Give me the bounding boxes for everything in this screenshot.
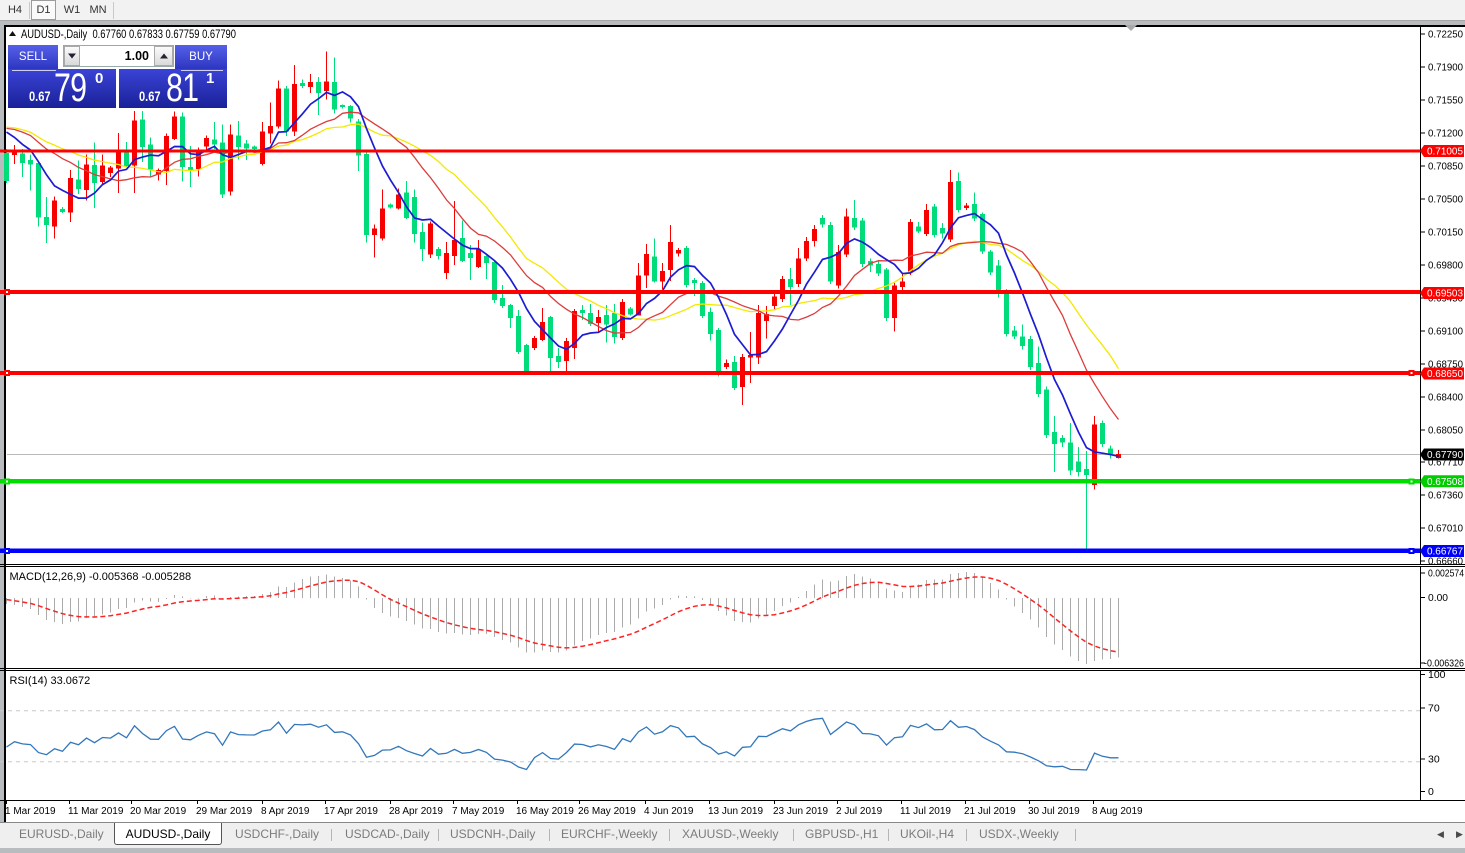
svg-text:30 Jul 2019: 30 Jul 2019 bbox=[1028, 806, 1080, 817]
svg-text:AUDUSD-,Daily 0.67760 0.67833: AUDUSD-,Daily 0.67760 0.67833 0.67759 0.… bbox=[21, 27, 236, 41]
svg-text:0.70150: 0.70150 bbox=[1428, 227, 1463, 239]
svg-text:0.71550: 0.71550 bbox=[1428, 95, 1463, 107]
svg-text:RSI(14) 33.0672: RSI(14) 33.0672 bbox=[10, 675, 91, 687]
svg-text:8 Apr 2019: 8 Apr 2019 bbox=[261, 806, 310, 817]
svg-text:13 Jun 2019: 13 Jun 2019 bbox=[708, 806, 763, 817]
svg-text:0.66767: 0.66767 bbox=[1427, 546, 1463, 558]
svg-text:0.67010: 0.67010 bbox=[1428, 523, 1463, 535]
svg-text:MACD(12,26,9) -0.005368 -0.005: MACD(12,26,9) -0.005368 -0.005288 bbox=[10, 571, 192, 583]
svg-text:-0.006326: -0.006326 bbox=[1424, 658, 1464, 670]
svg-text:1 Mar 2019: 1 Mar 2019 bbox=[5, 806, 56, 817]
svg-text:0.67360: 0.67360 bbox=[1428, 490, 1463, 502]
svg-text:70: 70 bbox=[1428, 703, 1440, 715]
svg-text:0.68400: 0.68400 bbox=[1428, 392, 1463, 404]
svg-text:26 May 2019: 26 May 2019 bbox=[578, 806, 636, 817]
svg-text:0.68050: 0.68050 bbox=[1428, 425, 1463, 437]
svg-text:100: 100 bbox=[1428, 669, 1446, 681]
svg-text:29 Mar 2019: 29 Mar 2019 bbox=[196, 806, 253, 817]
svg-text:0.00: 0.00 bbox=[1428, 592, 1448, 604]
svg-text:17 Apr 2019: 17 Apr 2019 bbox=[324, 806, 378, 817]
svg-text:16 May 2019: 16 May 2019 bbox=[516, 806, 574, 817]
svg-text:0.69800: 0.69800 bbox=[1428, 260, 1463, 272]
svg-text:0.67508: 0.67508 bbox=[1427, 476, 1463, 488]
svg-text:11 Mar 2019: 11 Mar 2019 bbox=[68, 806, 124, 817]
svg-text:0.69100: 0.69100 bbox=[1428, 326, 1463, 338]
svg-text:0: 0 bbox=[1428, 786, 1434, 798]
svg-text:20 Mar 2019: 20 Mar 2019 bbox=[130, 806, 187, 817]
svg-text:0.66660: 0.66660 bbox=[1428, 556, 1463, 568]
svg-text:30: 30 bbox=[1428, 754, 1440, 766]
svg-text:11 Jul 2019: 11 Jul 2019 bbox=[900, 806, 951, 817]
svg-text:0.71900: 0.71900 bbox=[1428, 62, 1463, 74]
svg-text:0.71005: 0.71005 bbox=[1427, 146, 1463, 158]
svg-text:0.72250: 0.72250 bbox=[1428, 29, 1463, 41]
svg-text:4 Jun 2019: 4 Jun 2019 bbox=[644, 806, 694, 817]
svg-text:0.70500: 0.70500 bbox=[1428, 194, 1463, 206]
svg-text:2 Jul 2019: 2 Jul 2019 bbox=[836, 806, 883, 817]
svg-text:0.68650: 0.68650 bbox=[1427, 368, 1463, 380]
svg-text:7 May 2019: 7 May 2019 bbox=[452, 806, 505, 817]
svg-text:21 Jul 2019: 21 Jul 2019 bbox=[964, 806, 1016, 817]
svg-text:0.69503: 0.69503 bbox=[1427, 288, 1463, 300]
svg-text:8 Aug 2019: 8 Aug 2019 bbox=[1092, 806, 1143, 817]
svg-text:28 Apr 2019: 28 Apr 2019 bbox=[389, 806, 443, 817]
svg-text:0.71200: 0.71200 bbox=[1428, 128, 1463, 140]
svg-text:23 Jun 2019: 23 Jun 2019 bbox=[773, 806, 828, 817]
svg-text:0.67790: 0.67790 bbox=[1427, 449, 1463, 461]
svg-text:0.002574: 0.002574 bbox=[1428, 568, 1464, 580]
svg-text:0.70850: 0.70850 bbox=[1428, 161, 1463, 173]
